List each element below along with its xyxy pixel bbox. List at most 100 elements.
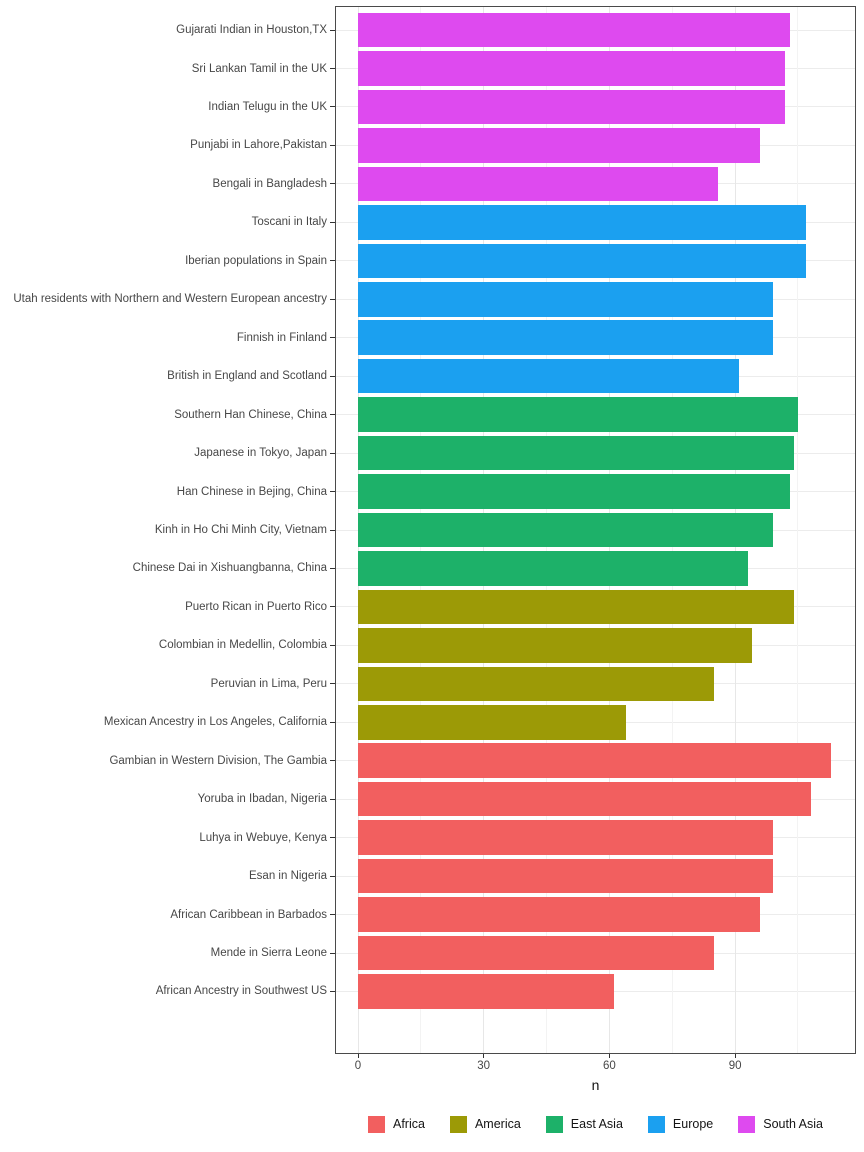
- y-tick-mark: [330, 491, 335, 493]
- bar: [358, 435, 794, 471]
- y-tick-label: Puerto Rican in Puerto Rico: [185, 600, 327, 613]
- y-tick-label: Mexican Ancestry in Los Angeles, Califor…: [103, 716, 327, 729]
- x-tick-label: 0: [354, 1060, 362, 1072]
- y-tick-mark: [330, 914, 335, 916]
- y-tick-label: Yoruba in Ibadan, Nigeria: [197, 793, 327, 806]
- legend-label: America: [474, 1117, 521, 1131]
- legend-key-swatch: [738, 1115, 756, 1133]
- y-tick-mark: [330, 606, 335, 608]
- legend-item: America: [449, 1115, 521, 1133]
- x-tick-label: 30: [477, 1060, 491, 1072]
- y-tick-mark: [330, 837, 335, 839]
- bar: [358, 974, 614, 1009]
- bar: [358, 551, 748, 586]
- legend-label: South Asia: [763, 1117, 823, 1131]
- legend-key-swatch: [368, 1115, 385, 1133]
- y-tick-mark: [330, 68, 335, 70]
- y-tick-mark: [330, 683, 335, 685]
- bar: [358, 358, 740, 394]
- x-tick-label: 60: [602, 1060, 616, 1072]
- y-tick-label: British in England and Scotland: [167, 370, 327, 383]
- bar: [358, 897, 761, 932]
- legend-label: Africa: [393, 1117, 425, 1131]
- legend-key-swatch: [545, 1115, 563, 1133]
- bar: [358, 89, 786, 125]
- y-tick-label: Esan in Nigeria: [249, 870, 327, 883]
- legend: Africa America East Asia Europe South Asia: [335, 1107, 856, 1141]
- y-tick-mark: [330, 760, 335, 762]
- bar: [358, 474, 790, 509]
- y-tick-mark: [330, 221, 335, 223]
- bar: [358, 128, 761, 163]
- x-tick-mark: [483, 1054, 485, 1058]
- x-tick-label: 90: [728, 1060, 742, 1072]
- x-tick-mark: [357, 1054, 359, 1058]
- y-tick-mark: [330, 29, 335, 31]
- y-tick-label: Peruvian in Lima, Peru: [210, 677, 327, 690]
- y-tick-label: Bengali in Bangladesh: [212, 177, 327, 190]
- legend-item: Europe: [647, 1115, 714, 1133]
- y-tick-mark: [330, 644, 335, 646]
- y-tick-mark: [330, 414, 335, 416]
- bar: [358, 397, 798, 432]
- legend-key-swatch: [647, 1115, 665, 1133]
- y-axis-labels: Gujarati Indian in Houston,TX Sri Lankan …: [0, 6, 329, 1054]
- y-tick-mark: [330, 106, 335, 108]
- bar: [358, 512, 773, 548]
- legend-key-swatch: [449, 1115, 467, 1133]
- y-tick-label: Japanese in Tokyo, Japan: [194, 447, 327, 460]
- bar: [358, 858, 773, 894]
- y-tick-label: African Ancestry in Southwest US: [155, 985, 327, 998]
- y-tick-mark: [330, 567, 335, 569]
- bar: [358, 243, 807, 279]
- bar: [358, 589, 794, 625]
- bar: [358, 935, 715, 971]
- legend-item: East Asia: [545, 1115, 623, 1133]
- bar: [358, 704, 627, 740]
- bar: [358, 51, 786, 86]
- y-tick-mark: [330, 798, 335, 800]
- y-tick-label: Gujarati Indian in Houston,TX: [176, 24, 327, 37]
- y-tick-label: Indian Telugu in the UK: [208, 100, 327, 113]
- y-tick-label: African Caribbean in Barbados: [170, 908, 327, 921]
- y-tick-label: Gambian in Western Division, The Gambia: [109, 754, 327, 767]
- y-tick-label: Kinh in Ho Chi Minh City, Vietnam: [154, 524, 327, 536]
- y-tick-mark: [330, 529, 335, 531]
- bar: [358, 166, 719, 202]
- bar: [358, 628, 752, 663]
- y-tick-label: Chinese Dai in Xishuangbanna, China: [132, 562, 327, 575]
- bar: [358, 666, 715, 702]
- y-tick-mark: [330, 721, 335, 723]
- x-tick-mark: [734, 1054, 736, 1058]
- y-tick-mark: [330, 952, 335, 954]
- gridline-vertical-minor: [797, 7, 799, 1053]
- bar: [358, 205, 807, 240]
- y-tick-label: Colombian in Medellin, Colombia: [158, 639, 327, 652]
- bar: [358, 781, 811, 817]
- y-tick-mark: [330, 875, 335, 877]
- bar: [358, 743, 832, 779]
- bar: [358, 281, 773, 317]
- y-tick-label: Punjabi in Lahore,Pakistan: [190, 139, 327, 152]
- legend-label: Europe: [672, 1117, 714, 1131]
- y-tick-mark: [330, 375, 335, 377]
- bar: [358, 12, 790, 48]
- y-tick-label: Sri Lankan Tamil in the UK: [191, 62, 327, 75]
- legend-label: East Asia: [570, 1117, 623, 1131]
- y-tick-mark: [330, 144, 335, 146]
- y-tick-mark: [330, 990, 335, 992]
- y-tick-label: Southern Han Chinese, China: [174, 408, 327, 421]
- x-axis-title: n: [591, 1077, 600, 1093]
- y-tick-mark: [330, 298, 335, 300]
- y-tick-label: Han Chinese in Bejing, China: [176, 485, 327, 498]
- plot-panel: [335, 6, 856, 1054]
- y-tick-label: Toscani in Italy: [251, 216, 327, 229]
- legend-item: South Asia: [738, 1115, 823, 1133]
- bar: [358, 320, 773, 356]
- y-tick-mark: [330, 183, 335, 185]
- bar: [358, 820, 773, 855]
- y-tick-mark: [330, 337, 335, 339]
- y-tick-label: Mende in Sierra Leone: [210, 947, 327, 959]
- y-tick-mark: [330, 452, 335, 454]
